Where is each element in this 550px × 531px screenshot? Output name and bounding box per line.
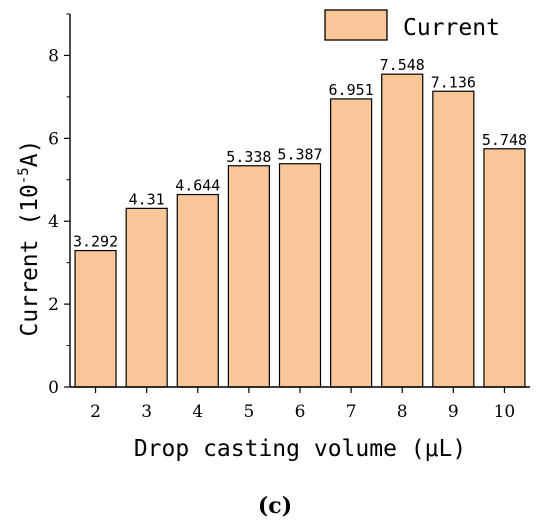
axes-group (64, 13, 530, 393)
y-axis-title: Current (10-5A) (16, 140, 43, 337)
y-tick-label-8: 8 (48, 46, 59, 66)
x-tick-label-5: 5 (243, 402, 254, 422)
data-label-6: 5.387 (277, 146, 322, 164)
bar-8 (381, 73, 424, 388)
bar-6 (278, 163, 322, 388)
x-tick-label-4: 4 (192, 402, 203, 422)
x-tick-label-10: 10 (494, 402, 516, 422)
x-tick-label-3: 3 (141, 402, 152, 422)
legend-swatch (324, 9, 388, 41)
bar-2 (74, 249, 117, 388)
bar-3 (125, 207, 168, 388)
bar-10 (483, 148, 526, 388)
bar-4 (176, 193, 219, 388)
data-label-9: 7.136 (431, 73, 476, 91)
x-tick-label-7: 7 (346, 402, 357, 422)
y-tick-labels: 0 2 4 6 8 (48, 46, 59, 398)
data-label-5: 5.338 (226, 148, 271, 166)
x-tick-labels: 2 3 4 5 6 7 8 9 10 (90, 402, 515, 422)
y-tick-label-2: 2 (48, 295, 59, 315)
data-label-4: 4.644 (175, 177, 220, 195)
bars-group (74, 73, 526, 388)
y-tick-label-0: 0 (48, 378, 59, 398)
data-label-7: 6.951 (329, 81, 374, 99)
x-tick-label-2: 2 (90, 402, 101, 422)
legend-label: Current (403, 15, 500, 41)
x-axis-title: Drop casting volume (μL) (134, 436, 466, 462)
data-label-3: 4.31 (129, 190, 165, 208)
y-tick-label-6: 6 (48, 129, 59, 149)
x-tick-label-9: 9 (448, 402, 459, 422)
data-labels-group: 3.292 4.31 4.644 5.338 5.387 6.951 7.548 7.136 5… (73, 56, 527, 250)
legend: Current (324, 9, 500, 41)
bar-5 (227, 165, 270, 388)
bar-9 (432, 90, 475, 388)
data-label-2: 3.292 (73, 233, 118, 251)
data-label-10: 5.748 (482, 131, 527, 149)
x-tick-label-8: 8 (397, 402, 408, 422)
y-tick-label-4: 4 (48, 212, 59, 232)
bar-7 (330, 98, 373, 388)
panel-label: (c) (258, 493, 292, 519)
x-tick-label-6: 6 (295, 402, 306, 422)
data-label-8: 7.548 (380, 56, 425, 74)
